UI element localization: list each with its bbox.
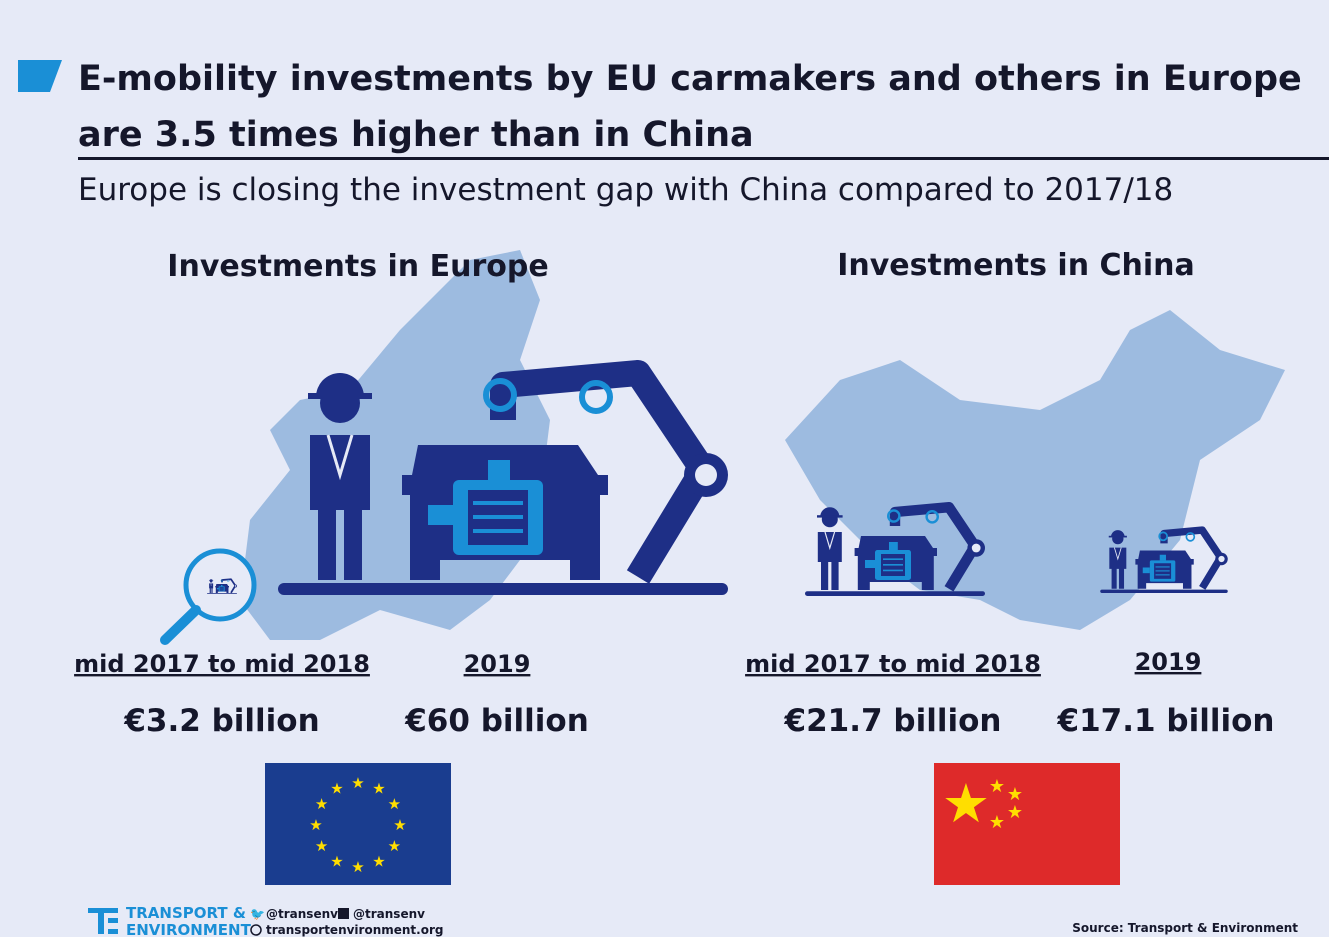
logo-text: TRANSPORT & xyxy=(126,904,246,922)
flag-star: ★ xyxy=(372,852,385,870)
source: Source: Transport & Environment xyxy=(1072,921,1298,935)
amount: €21.7 billion xyxy=(784,703,1002,739)
web-icon xyxy=(250,924,262,936)
flag-star: ★ xyxy=(388,837,401,855)
flag-star: ★ xyxy=(315,795,328,813)
logo xyxy=(88,908,118,934)
title: E-mobility investments by EU carmakers a… xyxy=(78,59,1302,155)
eu-flag: ★ ★★★★★★★★★★★ xyxy=(265,763,451,885)
facebook-handle: @transenv xyxy=(353,907,425,921)
website: transportenvironment.org xyxy=(266,923,443,937)
svg-text:★: ★ xyxy=(1007,784,1023,805)
period-label: mid 2017 to mid 2018 xyxy=(74,650,370,678)
flag-star: ★ xyxy=(351,774,364,792)
magnifier xyxy=(160,548,257,645)
twitter-handle: @transenv xyxy=(266,907,338,921)
twitter-icon: 🐦 xyxy=(250,907,265,921)
svg-text:★: ★ xyxy=(989,812,1005,833)
panel-heading: Investments in China xyxy=(837,248,1195,283)
amount: €17.1 billion xyxy=(1057,703,1275,739)
period-label: 2019 xyxy=(464,650,531,678)
svg-text:★: ★ xyxy=(942,772,990,835)
flag-star: ★ xyxy=(351,858,364,876)
flag-star: ★ xyxy=(330,852,343,870)
period-label: mid 2017 to mid 2018 xyxy=(745,650,1041,678)
flag-star: ★ xyxy=(309,816,322,834)
logo-text: ENVIRONMENT xyxy=(126,921,252,937)
title-rule xyxy=(78,157,1329,160)
china-flag: ★ ★ ★ ★ ★ xyxy=(934,763,1120,885)
amount: €60 billion xyxy=(404,703,589,739)
facebook-icon xyxy=(338,908,349,919)
amount: €3.2 billion xyxy=(123,703,319,739)
flag-star: ★ xyxy=(372,780,385,798)
title-marker xyxy=(18,60,62,92)
subtitle: Europe is closing the investment gap wit… xyxy=(78,172,1173,208)
flag-star: ★ xyxy=(315,837,328,855)
period-label: 2019 xyxy=(1135,648,1202,676)
svg-text:★: ★ xyxy=(1007,802,1023,823)
panel-heading: Investments in Europe xyxy=(167,249,548,284)
flag-star: ★ xyxy=(330,780,343,798)
svg-text:★: ★ xyxy=(989,776,1005,797)
flag-star: ★ xyxy=(393,816,406,834)
flag-star: ★ xyxy=(388,795,401,813)
